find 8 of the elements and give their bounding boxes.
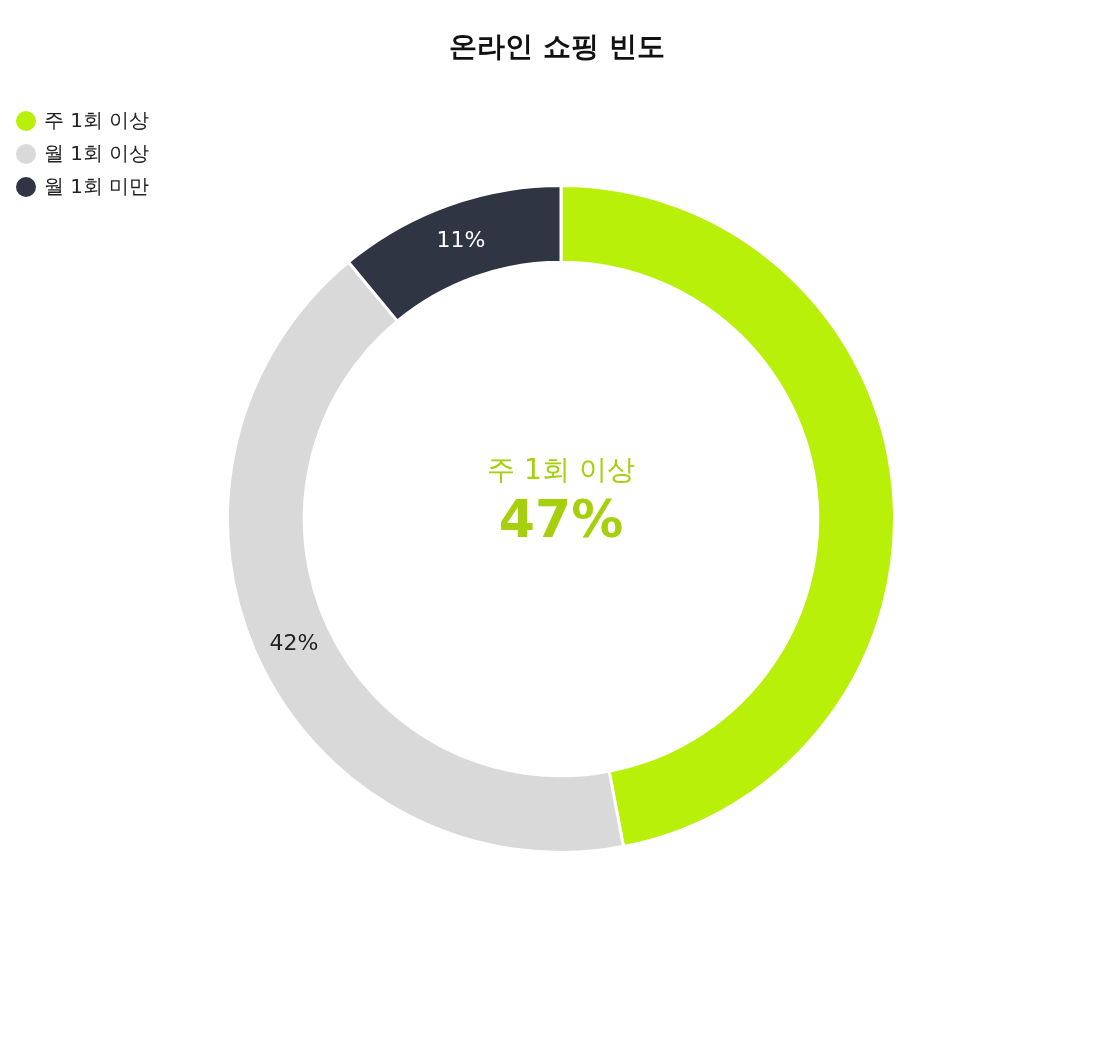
text: 주 1회 이상: [487, 453, 635, 487]
data-label: 42%: [269, 630, 319, 656]
data-label: 11%: [436, 227, 486, 253]
chart-title: 온라인 쇼핑 빈도: [448, 29, 666, 65]
legend-label: 주 1회 이상: [44, 107, 150, 134]
legend-label: 월 1회 이상: [44, 140, 150, 167]
text: 47%: [498, 488, 624, 549]
legend-label: 월 1회 미만: [44, 173, 150, 200]
